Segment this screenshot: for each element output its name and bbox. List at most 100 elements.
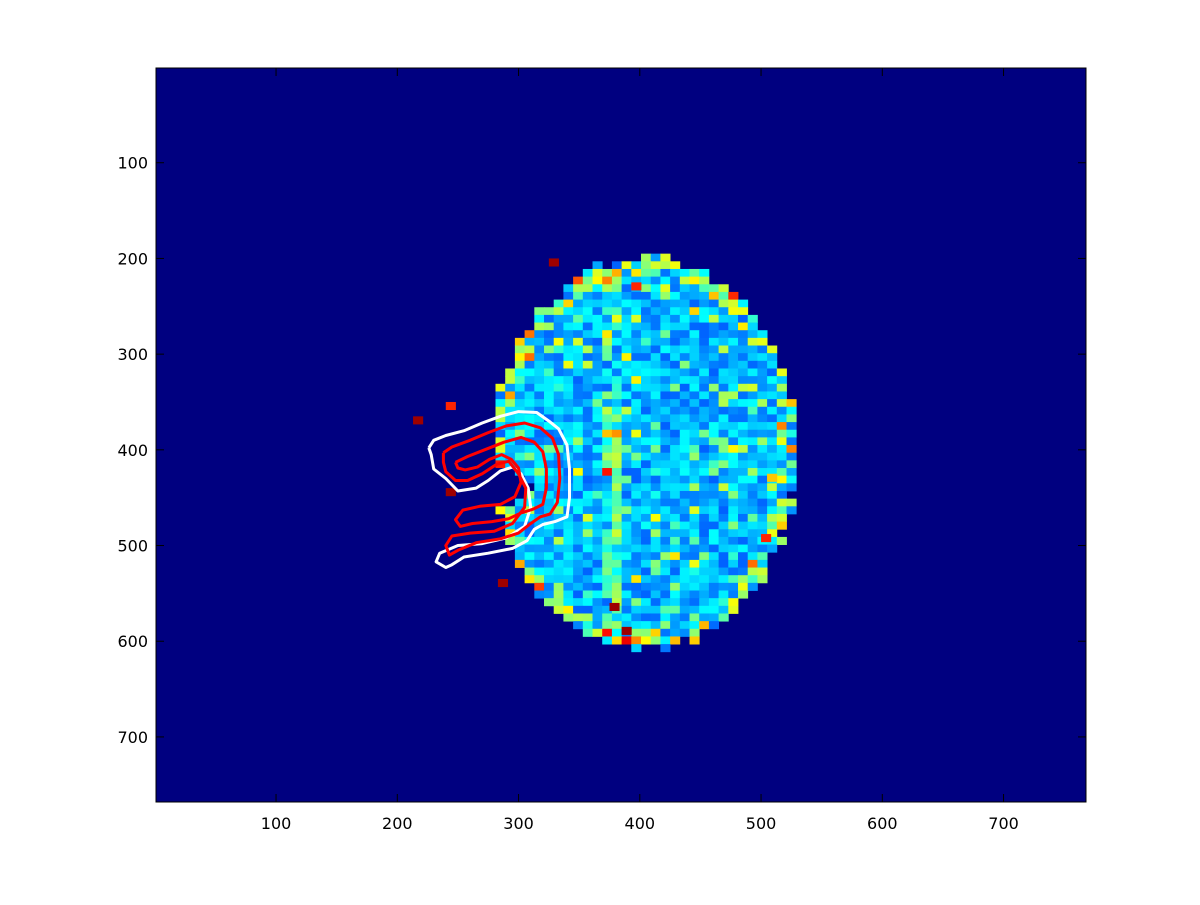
heatmap-cell [660, 605, 671, 614]
heatmap-cell [582, 391, 593, 400]
heatmap-cell [679, 314, 690, 323]
heatmap-cell [592, 276, 603, 285]
heatmap-cell [563, 345, 574, 354]
heatmap-cell [641, 383, 652, 392]
heatmap-cell [767, 452, 778, 461]
heatmap-cell [718, 414, 729, 423]
heatmap-cell [582, 613, 593, 622]
heatmap-cell [670, 529, 681, 538]
heatmap-cell [689, 291, 700, 300]
heatmap-cell [544, 406, 555, 415]
heatmap-cell [534, 490, 545, 500]
heatmap-cell [660, 644, 671, 653]
heatmap-cell [544, 590, 555, 599]
heatmap-cell [563, 330, 574, 339]
heatmap-cell [602, 437, 613, 446]
heatmap-cell [602, 291, 613, 300]
heatmap-cell [592, 399, 603, 408]
heatmap-cell [699, 513, 710, 523]
heatmap-cell [747, 582, 758, 591]
heatmap-cell [553, 552, 564, 561]
heatmap-cell [767, 399, 778, 408]
heatmap-cell [534, 360, 545, 369]
heatmap-cell [553, 353, 564, 362]
heatmap-cell [699, 521, 710, 530]
heatmap-cell [602, 406, 613, 415]
heatmap-cell [670, 383, 681, 392]
heatmap-cell [573, 376, 584, 385]
heatmap-cell [660, 529, 671, 538]
heatmap-cell [728, 498, 739, 507]
heatmap-hotspot [621, 626, 632, 635]
heatmap-cell [718, 529, 729, 538]
heatmap-cell [708, 513, 720, 523]
heatmap-cell [776, 429, 787, 438]
heatmap-cell [747, 490, 758, 500]
heatmap-cell [776, 483, 787, 492]
heatmap-cell [670, 284, 681, 293]
heatmap-cell [582, 322, 593, 331]
heatmap-cell [699, 429, 710, 438]
heatmap-cell [689, 529, 700, 538]
heatmap-cell [767, 536, 778, 545]
heatmap-cell [689, 414, 700, 423]
heatmap-cell [747, 513, 758, 523]
heatmap-cell [631, 506, 642, 515]
heatmap-cell [544, 475, 555, 484]
heatmap-cell [786, 452, 797, 461]
heatmap-cell [611, 621, 623, 630]
heatmap-cell [611, 376, 623, 385]
heatmap-cell [767, 383, 778, 392]
heatmap-cell [621, 399, 632, 408]
heatmap-cell [747, 376, 758, 385]
heatmap-cell [514, 498, 525, 507]
heatmap-cell [582, 376, 593, 385]
heatmap-cell [650, 552, 661, 561]
heatmap-cell [660, 613, 671, 622]
heatmap-hotspot [767, 473, 778, 482]
heatmap-cell [728, 429, 739, 438]
heatmap-cell [631, 330, 642, 339]
heatmap-cell [621, 437, 632, 446]
heatmap-cell [747, 360, 758, 369]
heatmap-cell [757, 483, 768, 492]
heatmap-cell [611, 636, 623, 645]
heatmap-cell [747, 368, 758, 377]
heatmap-cell [621, 605, 632, 614]
heatmap-cell [592, 360, 603, 369]
heatmap-cell [524, 345, 535, 354]
heatmap-cell [534, 544, 545, 553]
heatmap-cell [641, 498, 652, 507]
heatmap-cell [767, 483, 778, 492]
heatmap-cell [650, 559, 661, 568]
heatmap-cell [689, 475, 700, 484]
heatmap-cell [553, 299, 564, 308]
heatmap-cell [641, 337, 652, 346]
heatmap-cell [670, 590, 681, 599]
heatmap-cell [728, 536, 739, 545]
heatmap-cell [641, 399, 652, 408]
heatmap-cell [505, 406, 516, 415]
heatmap-cell [689, 422, 700, 431]
heatmap-cell [592, 284, 603, 293]
heatmap-cell [670, 621, 681, 630]
heatmap-cell [592, 483, 603, 492]
heatmap-cell [592, 307, 603, 316]
heatmap-cell [776, 383, 787, 392]
heatmap-cell [757, 330, 768, 339]
heatmap-cell [718, 605, 729, 614]
heatmap-cell [553, 513, 564, 523]
heatmap-cell [582, 498, 593, 507]
heatmap-cell [728, 567, 739, 576]
heatmap-cell [738, 376, 749, 385]
heatmap-cell [621, 406, 632, 415]
heatmap-cell [563, 322, 574, 331]
heatmap-cell [582, 406, 593, 415]
heatmap-cell [670, 575, 681, 584]
heatmap-cell [679, 628, 690, 637]
heatmap-cell [776, 475, 787, 484]
heatmap-cell [573, 406, 584, 415]
heatmap-cell [708, 621, 720, 630]
heatmap-cell [718, 498, 729, 507]
